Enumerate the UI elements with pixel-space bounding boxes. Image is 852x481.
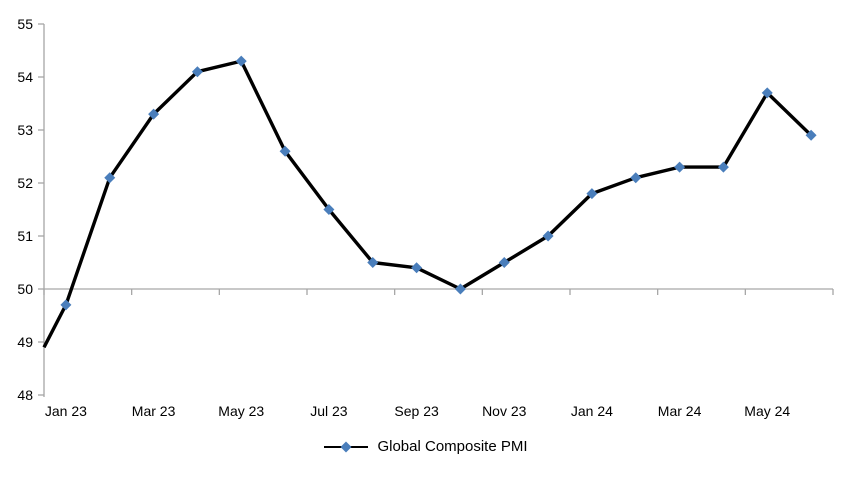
x-axis-tick-label: Jan 24: [571, 403, 613, 419]
data-point-marker: [60, 299, 72, 311]
data-point-marker: [323, 204, 335, 215]
y-axis-tick-label: 53: [17, 122, 33, 138]
data-point-marker: [674, 161, 686, 173]
y-axis-tick-label: 51: [17, 228, 33, 244]
y-axis-tick-label: 52: [17, 175, 33, 191]
y-axis-tick-label: 48: [17, 387, 33, 403]
x-axis-tick-label: Mar 24: [658, 403, 702, 419]
data-point-marker: [542, 230, 554, 242]
x-axis-tick-label: Mar 23: [132, 403, 176, 419]
legend-line-marker-icon: [324, 441, 369, 452]
legend-label: Global Composite PMI: [377, 438, 528, 455]
data-point-marker: [630, 172, 642, 184]
data-point-marker: [367, 257, 379, 268]
data-point-marker: [235, 55, 247, 67]
y-axis-tick-label: 50: [17, 281, 33, 297]
x-axis-tick-label: May 23: [218, 403, 264, 419]
data-point-marker: [411, 262, 423, 274]
y-axis-tick-label: 54: [17, 69, 33, 85]
pmi-series-line: [42, 59, 813, 349]
x-axis-tick-label: Jan 23: [45, 403, 87, 419]
x-axis-tick-label: May 24: [744, 403, 790, 419]
data-point-marker: [191, 66, 203, 78]
data-point-marker: [717, 161, 729, 173]
x-axis-tick-label: Jul 23: [310, 403, 348, 419]
data-point-marker: [498, 257, 510, 268]
x-axis-tick-label: Sep 23: [394, 403, 439, 419]
data-point-marker: [148, 108, 160, 120]
data-point-marker: [761, 87, 773, 99]
data-point-marker: [586, 188, 598, 200]
chart-legend: Global Composite PMI: [0, 438, 852, 455]
y-axis-tick-label: 55: [17, 16, 33, 32]
pmi-line-chart: 55 54 53 52 51 50 49 48 Jan 23 Mar 23 May 23 Jul 23…: [17, 16, 834, 419]
data-point-marker: [279, 145, 291, 157]
data-point-marker: [104, 172, 116, 184]
data-point-marker: [454, 283, 466, 295]
y-axis-tick-label: 49: [17, 334, 33, 350]
x-axis-tick-label: Nov 23: [482, 403, 527, 419]
data-point-marker: [805, 129, 817, 141]
